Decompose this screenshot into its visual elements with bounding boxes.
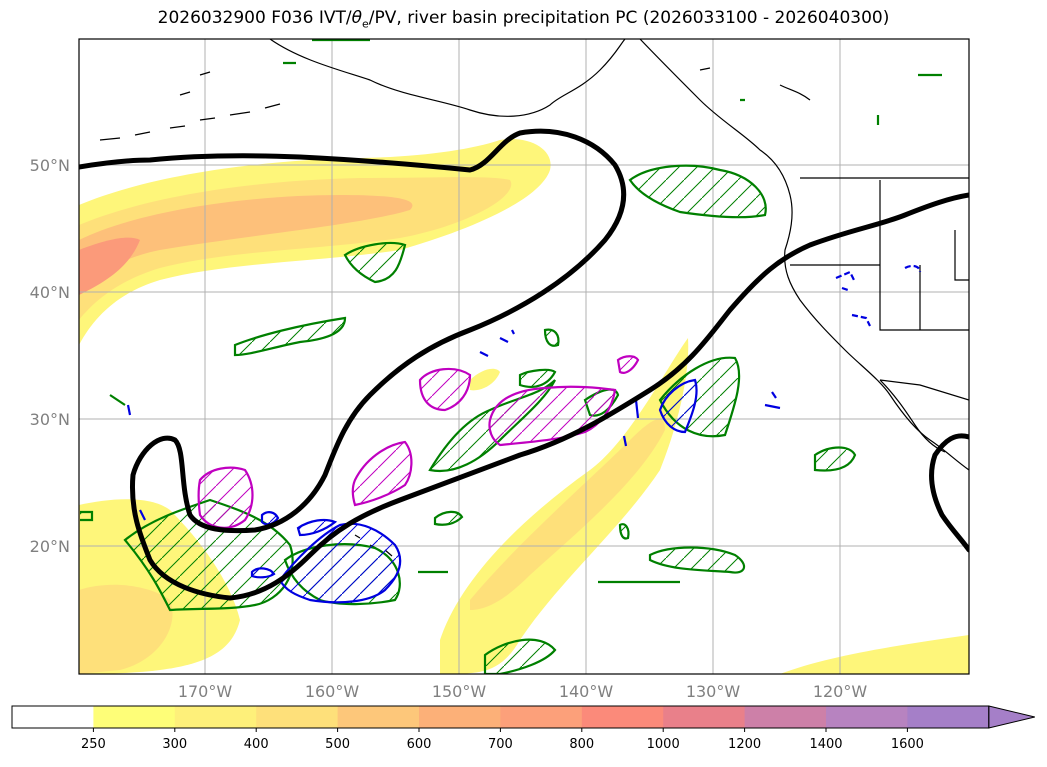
ivt-band-south-mid (470, 419, 665, 610)
green-contour-12 (433, 510, 464, 526)
colorbar-tick-label: 400 (244, 737, 269, 752)
magenta-contour-4 (197, 466, 254, 529)
lon-label-170w: 170°W (178, 682, 233, 701)
blue-contour-3 (296, 518, 338, 537)
colorbar-tick-label: 700 (488, 737, 513, 752)
lon-label-150w: 150°W (432, 682, 487, 701)
blue-contour-4 (260, 511, 280, 526)
us-state-lines (790, 180, 969, 331)
pv-contours (79, 128, 969, 601)
ivt-band-north-core (79, 237, 140, 295)
title-theta: θ (351, 8, 362, 28)
green-contour-9 (813, 446, 857, 472)
plot-frame (78, 38, 970, 675)
lon-label-130w: 130°W (686, 682, 741, 701)
colorbar-segment (826, 706, 908, 728)
plot-layers (79, 39, 969, 674)
alaska-coast (269, 39, 626, 117)
lat-label-50n: 50°N (30, 156, 70, 175)
lon-label-140w: 140°W (559, 682, 614, 701)
islands-north (179, 67, 811, 101)
title-suffix: /PV, river basin precipitation PC (20260… (368, 8, 890, 28)
colorbar-segment (419, 706, 501, 728)
title-prefix: 2026032900 F036 IVT/ (157, 8, 352, 28)
lon-labels: 170°W 160°W 150°W 140°W 130°W 120°W (178, 682, 868, 701)
lat-labels: 50°N 40°N 30°N 20°N (30, 156, 70, 556)
green-contour-2 (343, 241, 407, 284)
lon-label-160w: 160°W (305, 682, 360, 701)
ivt-blob-center (470, 368, 500, 391)
colorbar-segment (93, 706, 176, 728)
aleutians (99, 103, 281, 141)
lat-label-40n: 40°N (30, 283, 70, 302)
ivt-band-north-high (79, 195, 413, 292)
pacific-nw-coast (639, 39, 969, 471)
coastlines (99, 39, 969, 557)
colorbar-tick-label: 600 (407, 737, 432, 752)
colorbar-tick-label: 500 (325, 737, 350, 752)
magenta-contour-5 (616, 355, 640, 374)
colorbar-tick-label: 300 (162, 737, 187, 752)
colorbar-segment (500, 706, 583, 728)
colorbar-tick-label: 250 (81, 737, 106, 752)
blue-contour-1 (658, 378, 698, 434)
green-contour-3 (233, 316, 347, 357)
colorbar-segment (581, 706, 664, 728)
green-contour-8 (648, 546, 746, 574)
green-contour-15 (618, 523, 630, 540)
blue-contour-5 (250, 567, 276, 579)
colorbar-segment (907, 706, 990, 728)
colorbar: 250 300 400 500 600 700 800 1000 1200 1400 1600 (11, 705, 1035, 752)
colorbar-tick-label: 1400 (809, 737, 842, 752)
colorbar-segment (12, 706, 94, 728)
pv-contour-east (929, 433, 969, 553)
green-contour-14 (543, 328, 560, 347)
colorbar-tick-label: 1200 (728, 737, 761, 752)
lon-label-120w: 120°W (813, 682, 868, 701)
colorbar-tick-label: 800 (569, 737, 594, 752)
colorbar-segment (337, 706, 420, 728)
green-contour-16 (518, 368, 557, 389)
baja-peninsula (879, 379, 946, 453)
green-contour-17 (283, 39, 942, 125)
magenta-contour-3 (351, 440, 413, 507)
blue-contour-2 (278, 522, 402, 604)
colorbar-segment (744, 706, 827, 728)
green-contour-13 (80, 394, 680, 584)
ivt-band-southwest-mid (79, 584, 173, 674)
colorbar-segment (174, 706, 257, 728)
precip-contours-blue (126, 264, 922, 604)
lat-label-30n: 30°N (30, 410, 70, 429)
colorbar-extend-arrow (988, 705, 1035, 729)
map-title: 2026032900 F036 IVT/θe/PV, river basin p… (0, 8, 1047, 30)
blue-contour-7 (835, 264, 922, 327)
lat-label-20n: 20°N (30, 537, 70, 556)
green-contour-10 (483, 638, 557, 674)
colorbar-segment (256, 706, 339, 728)
colorbar-tick-label: 1000 (647, 737, 680, 752)
green-contour-1 (628, 164, 767, 219)
blue-contour-6 (479, 329, 515, 357)
blue-contour-8 (126, 391, 781, 521)
mexico-border (879, 379, 969, 401)
ivt-shading (79, 139, 969, 674)
ivt-band-southeast (780, 635, 969, 674)
magenta-contour-1 (418, 367, 472, 412)
colorbar-tick-label: 1600 (891, 737, 924, 752)
pv-contour-main (79, 128, 969, 601)
title-theta-sub: e (362, 17, 369, 31)
colorbar-segment (663, 706, 746, 728)
